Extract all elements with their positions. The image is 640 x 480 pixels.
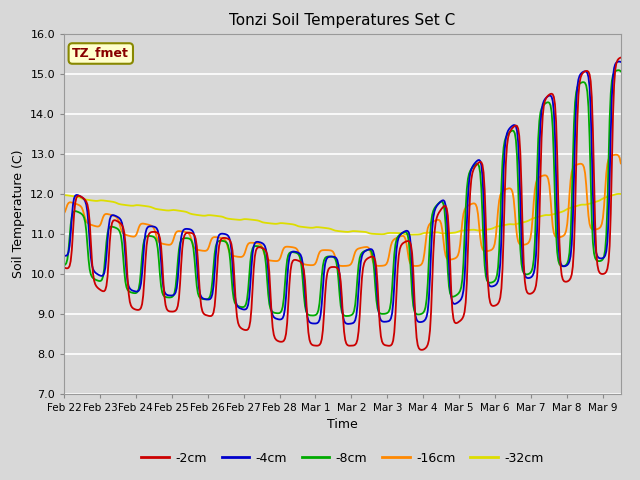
-2cm xyxy=(60,264,68,270)
-16cm xyxy=(324,247,332,253)
Title: Tonzi Soil Temperatures Set C: Tonzi Soil Temperatures Set C xyxy=(229,13,456,28)
Line: -8cm: -8cm xyxy=(64,70,621,316)
-32cm xyxy=(406,232,413,238)
Text: TZ_fmet: TZ_fmet xyxy=(72,47,129,60)
-32cm xyxy=(605,193,612,199)
-32cm xyxy=(615,191,623,197)
-4cm xyxy=(393,247,401,252)
-32cm xyxy=(60,192,68,198)
-2cm xyxy=(392,313,399,319)
-8cm xyxy=(362,247,370,253)
-8cm xyxy=(60,262,68,268)
-8cm xyxy=(328,254,335,260)
-2cm xyxy=(328,264,335,270)
-16cm xyxy=(518,242,525,248)
X-axis label: Time: Time xyxy=(327,418,358,431)
-2cm xyxy=(324,266,332,272)
Line: -16cm: -16cm xyxy=(64,155,621,266)
Line: -32cm: -32cm xyxy=(64,194,621,235)
-32cm xyxy=(392,230,399,236)
-4cm xyxy=(60,252,68,258)
-8cm xyxy=(617,69,625,74)
-16cm xyxy=(612,152,620,157)
-32cm xyxy=(328,227,335,232)
-8cm xyxy=(393,237,401,242)
Y-axis label: Soil Temperature (C): Soil Temperature (C) xyxy=(12,149,25,278)
-16cm xyxy=(60,211,68,216)
-16cm xyxy=(328,248,335,254)
-8cm xyxy=(342,313,350,319)
-4cm xyxy=(345,321,353,327)
-16cm xyxy=(605,156,612,162)
-2cm xyxy=(617,55,625,60)
-2cm xyxy=(605,259,612,264)
-4cm xyxy=(324,254,332,260)
-16cm xyxy=(362,244,370,250)
-4cm xyxy=(518,235,525,240)
-2cm xyxy=(362,258,369,264)
-4cm xyxy=(617,59,625,65)
-32cm xyxy=(617,191,625,197)
-32cm xyxy=(518,220,525,226)
Line: -2cm: -2cm xyxy=(64,58,621,350)
-8cm xyxy=(518,261,525,267)
-16cm xyxy=(617,160,625,166)
-32cm xyxy=(362,229,369,235)
-4cm xyxy=(328,254,335,260)
-4cm xyxy=(615,59,623,64)
-8cm xyxy=(324,253,332,259)
-16cm xyxy=(393,235,401,241)
-8cm xyxy=(605,158,612,164)
-16cm xyxy=(339,263,347,269)
-2cm xyxy=(518,185,525,191)
-4cm xyxy=(605,217,612,223)
-4cm xyxy=(362,248,370,253)
Legend: -2cm, -4cm, -8cm, -16cm, -32cm: -2cm, -4cm, -8cm, -16cm, -32cm xyxy=(136,447,548,469)
-8cm xyxy=(615,67,623,73)
Line: -4cm: -4cm xyxy=(64,61,621,324)
-2cm xyxy=(419,347,426,353)
-32cm xyxy=(324,226,332,231)
